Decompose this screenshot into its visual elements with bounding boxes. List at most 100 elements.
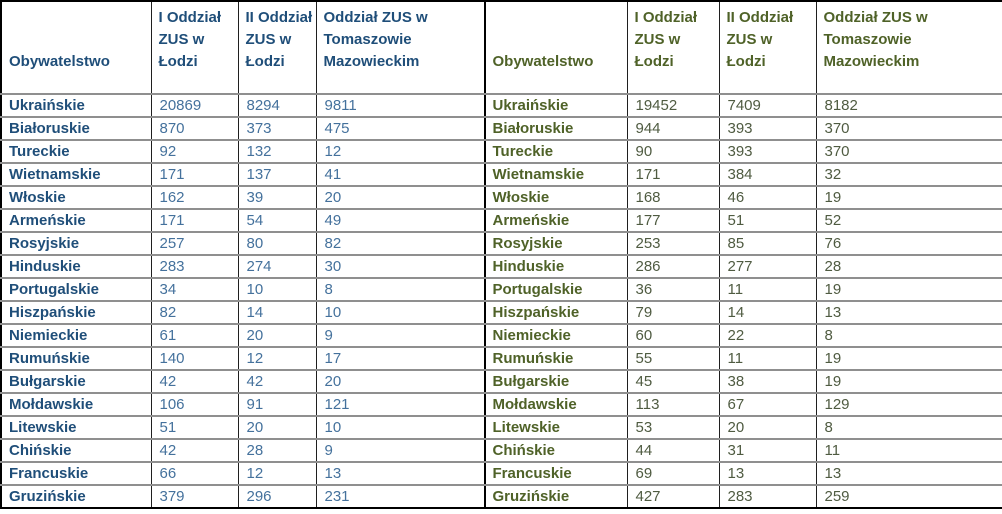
value-cell: 9811 bbox=[315, 93, 484, 117]
citizenship-label: Portugalskie bbox=[485, 277, 627, 301]
value-cell: 90 bbox=[626, 139, 719, 163]
value-cell: 286 bbox=[626, 254, 719, 278]
citizenship-label: Francuskie bbox=[485, 461, 627, 485]
value-cell: 53 bbox=[626, 415, 719, 439]
table-row: Portugalskie 34 10 8 bbox=[1, 277, 484, 301]
value-cell: 55 bbox=[626, 346, 719, 370]
value-cell: 11 bbox=[815, 438, 1002, 462]
value-cell: 8 bbox=[315, 277, 484, 301]
table-row: Hinduskie 283 274 30 bbox=[1, 254, 484, 278]
citizenship-zus-table-left: Obywatelstwo I Oddział ZUS w Łodzi II Oddz… bbox=[0, 0, 485, 509]
value-cell: 19452 bbox=[626, 93, 719, 117]
value-cell: 475 bbox=[315, 116, 484, 140]
value-cell: 140 bbox=[150, 346, 238, 370]
value-cell: 393 bbox=[718, 139, 816, 163]
value-cell: 11 bbox=[718, 277, 816, 301]
value-cell: 20 bbox=[237, 415, 316, 439]
value-cell: 28 bbox=[237, 438, 316, 462]
column-header-citizenship: Obywatelstwo bbox=[9, 53, 110, 71]
value-cell: 8 bbox=[815, 323, 1002, 347]
value-cell: 12 bbox=[237, 346, 316, 370]
table-row: Białoruskie 944 393 370 bbox=[485, 116, 1002, 140]
citizenship-label: Niemieckie bbox=[485, 323, 627, 347]
column-header-zus-office: Oddział ZUS w Tomaszowie Mazowieckim bbox=[815, 1, 1002, 94]
table-row: Chińskie 44 31 11 bbox=[485, 438, 1002, 462]
value-cell: 69 bbox=[626, 461, 719, 485]
citizenship-label: Chińskie bbox=[1, 438, 151, 462]
value-cell: 82 bbox=[315, 231, 484, 255]
table-row: Rumuńskie 140 12 17 bbox=[1, 346, 484, 370]
citizenship-label: Bułgarskie bbox=[1, 369, 151, 393]
value-cell: 66 bbox=[150, 461, 238, 485]
citizenship-label: Tureckie bbox=[485, 139, 627, 163]
citizenship-label: Wietnamskie bbox=[485, 162, 627, 186]
value-cell: 384 bbox=[718, 162, 816, 186]
value-cell: 20 bbox=[315, 369, 484, 393]
value-cell: 171 bbox=[150, 162, 238, 186]
citizenship-label: Włoskie bbox=[485, 185, 627, 209]
value-cell: 39 bbox=[237, 185, 316, 209]
value-cell: 46 bbox=[718, 185, 816, 209]
citizenship-label: Rosyjskie bbox=[1, 231, 151, 255]
column-header-zus-office: I Oddział ZUS w Łodzi bbox=[626, 1, 719, 94]
table-row: Mołdawskie 106 91 121 bbox=[1, 392, 484, 416]
value-cell: 171 bbox=[626, 162, 719, 186]
value-cell: 20 bbox=[718, 415, 816, 439]
value-cell: 45 bbox=[626, 369, 719, 393]
citizenship-label: Hinduskie bbox=[1, 254, 151, 278]
citizenship-label: Białoruskie bbox=[1, 116, 151, 140]
value-cell: 259 bbox=[815, 484, 1002, 508]
value-cell: 42 bbox=[150, 438, 238, 462]
table-row: Mołdawskie 113 67 129 bbox=[485, 392, 1002, 416]
value-cell: 283 bbox=[150, 254, 238, 278]
table-body-right: Ukraińskie 19452 7409 8182 Białoruskie 944 393… bbox=[485, 93, 1002, 508]
value-cell: 85 bbox=[718, 231, 816, 255]
value-cell: 54 bbox=[237, 208, 316, 232]
value-cell: 283 bbox=[718, 484, 816, 508]
value-cell: 51 bbox=[718, 208, 816, 232]
value-cell: 36 bbox=[626, 277, 719, 301]
value-cell: 14 bbox=[237, 300, 316, 324]
value-cell: 41 bbox=[315, 162, 484, 186]
table-row: Rosyjskie 257 80 82 bbox=[1, 231, 484, 255]
value-cell: 370 bbox=[815, 116, 1002, 140]
value-cell: 10 bbox=[237, 277, 316, 301]
value-cell: 370 bbox=[815, 139, 1002, 163]
citizenship-label: Rosyjskie bbox=[485, 231, 627, 255]
table-row: Białoruskie 870 373 475 bbox=[1, 116, 484, 140]
table-row: Litewskie 51 20 10 bbox=[1, 415, 484, 439]
value-cell: 42 bbox=[150, 369, 238, 393]
table-row: Rosyjskie 253 85 76 bbox=[485, 231, 1002, 255]
value-cell: 277 bbox=[718, 254, 816, 278]
value-cell: 80 bbox=[237, 231, 316, 255]
table-row: Niemieckie 60 22 8 bbox=[485, 323, 1002, 347]
value-cell: 393 bbox=[718, 116, 816, 140]
value-cell: 177 bbox=[626, 208, 719, 232]
table-header-left: Obywatelstwo I Oddział ZUS w Łodzi II Oddz… bbox=[1, 1, 484, 94]
value-cell: 13 bbox=[315, 461, 484, 485]
value-cell: 92 bbox=[150, 139, 238, 163]
value-cell: 427 bbox=[626, 484, 719, 508]
value-cell: 82 bbox=[150, 300, 238, 324]
citizenship-label: Hiszpańskie bbox=[1, 300, 151, 324]
value-cell: 106 bbox=[150, 392, 238, 416]
table-row: Armeńskie 171 54 49 bbox=[1, 208, 484, 232]
value-cell: 162 bbox=[150, 185, 238, 209]
value-cell: 19 bbox=[815, 185, 1002, 209]
table-row: Niemieckie 61 20 9 bbox=[1, 323, 484, 347]
table-row: Włoskie 162 39 20 bbox=[1, 185, 484, 209]
table-row: Armeńskie 177 51 52 bbox=[485, 208, 1002, 232]
column-header-citizenship: Obywatelstwo bbox=[492, 53, 594, 71]
value-cell: 67 bbox=[718, 392, 816, 416]
value-cell: 137 bbox=[237, 162, 316, 186]
table-row: Bułgarskie 42 42 20 bbox=[1, 369, 484, 393]
table-row: Ukraińskie 20869 8294 9811 bbox=[1, 93, 484, 117]
value-cell: 121 bbox=[315, 392, 484, 416]
citizenship-label: Tureckie bbox=[1, 139, 151, 163]
value-cell: 38 bbox=[718, 369, 816, 393]
value-cell: 22 bbox=[718, 323, 816, 347]
citizenship-label: Ukraińskie bbox=[1, 93, 151, 117]
value-cell: 274 bbox=[237, 254, 316, 278]
citizenship-label: Bułgarskie bbox=[485, 369, 627, 393]
citizenship-label: Gruzińskie bbox=[1, 484, 151, 508]
